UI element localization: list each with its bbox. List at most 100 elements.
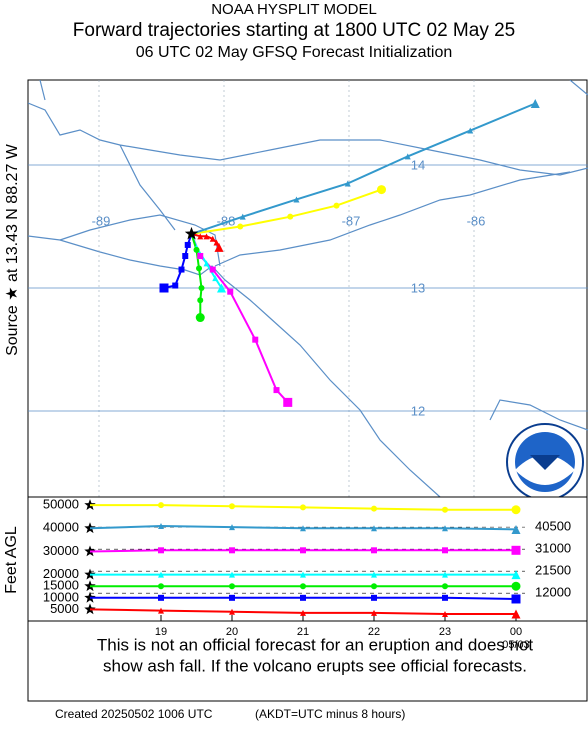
disclaimer-2: show ash fall. If the volcano erupts see…: [103, 656, 527, 675]
lat-label: 14: [411, 157, 425, 172]
altitude-point: [229, 608, 235, 615]
y-tick-label: 20000: [43, 566, 79, 581]
altitude-point: [442, 594, 448, 601]
altitude-point: [511, 505, 521, 515]
altitude-point: [371, 505, 377, 512]
altitude-point: [229, 594, 235, 601]
altitude-point: [300, 609, 306, 616]
altitude-point: [511, 609, 521, 619]
altitude-point: [300, 525, 306, 532]
altitude-point: [442, 583, 448, 590]
y2-tick-label: 40500: [535, 519, 571, 534]
trajectory-point: [467, 127, 474, 134]
y-tick-label: 5000: [50, 601, 79, 616]
created: Created 20250502 1006 UTC: [55, 707, 213, 721]
timezone-note: (AKDT=UTC minus 8 hours): [255, 707, 405, 721]
footer-frame: [27, 620, 588, 702]
lon-label: -89: [92, 213, 111, 228]
source-label: Source ★ at 13.43 N 88.27 W: [4, 143, 21, 356]
altitude-point: [300, 594, 306, 601]
source-star: [184, 226, 199, 240]
y-tick-label: 30000: [43, 543, 79, 558]
trajectory-point: [283, 397, 293, 407]
x-tick-label: 00: [510, 626, 522, 638]
altitude-point: [158, 583, 164, 590]
trajectory-point: [172, 282, 179, 289]
y-tick-label: 40000: [43, 520, 79, 535]
y-tick-label: 50000: [43, 497, 79, 512]
trajectory-point: [203, 260, 210, 267]
trajectory-point: [197, 297, 204, 304]
trajectory-point: [184, 241, 191, 248]
trajectory-point: [377, 185, 386, 195]
trajectory-point: [252, 336, 259, 343]
trajectory-point: [293, 196, 300, 203]
y-tick-label: 15000: [43, 578, 79, 593]
altitude-point: [300, 583, 306, 590]
disclaimer-1: This is not an official forecast for an …: [97, 635, 534, 654]
lon-label: -86: [467, 213, 486, 228]
trajectory-point: [404, 153, 411, 160]
y-axis-label: Feet AGL: [3, 526, 20, 594]
coastlines: [28, 80, 588, 497]
trajectory-point: [344, 180, 351, 187]
trajectory-point: [227, 288, 234, 295]
altitude-point: [300, 547, 306, 554]
altitude-point: [511, 581, 521, 591]
altitude-point: [229, 583, 235, 590]
trajectory-point: [203, 233, 210, 240]
lake-coast: [39, 80, 588, 431]
altitude-frame: [27, 496, 588, 622]
altitude-point: [158, 594, 164, 601]
altitude-point: [229, 547, 235, 554]
trajectory-point: [193, 246, 200, 253]
y-tick-label: 10000: [43, 589, 79, 604]
altitude-point: [300, 504, 306, 511]
run-title: Forward trajectories starting at 1800 UT…: [73, 20, 515, 41]
trajectory-point: [273, 387, 280, 394]
trajectory-point: [209, 235, 216, 242]
altitude-point: [371, 547, 377, 554]
x-tick-label: 21: [297, 626, 309, 638]
altitude-point: [511, 545, 521, 555]
trajectory-point: [197, 253, 204, 260]
trajectory-point: [217, 283, 226, 293]
trajectory-point: [178, 266, 185, 273]
altitude-point: [229, 524, 235, 531]
x-tick-label: 20: [226, 626, 238, 638]
lon-label: -87: [342, 213, 361, 228]
trajectory-point: [212, 275, 219, 282]
trajectory-point: [530, 99, 540, 108]
altitude-point: [511, 594, 521, 604]
trajectory-point: [239, 213, 246, 220]
x-tick-label: 22: [368, 626, 380, 638]
x-tick-label: 23: [439, 626, 451, 638]
altitude-point: [158, 571, 164, 578]
map-frame: [27, 79, 588, 498]
north-coast: [28, 102, 588, 176]
trajectory-point: [209, 266, 216, 273]
trajectory-point: [182, 253, 189, 260]
trajectory-point: [197, 233, 204, 240]
altitude-point: [371, 571, 377, 578]
altitude-point: [371, 583, 377, 590]
y2-tick-label: 21500: [535, 563, 571, 578]
y2-tick-label: 12000: [535, 585, 571, 600]
trajectory-point: [214, 242, 224, 252]
lat-label: 13: [411, 280, 425, 295]
altitude-point: [371, 594, 377, 601]
altitude-point: [442, 506, 448, 513]
altitude-point: [158, 502, 164, 509]
y2-tick-label: 31000: [535, 541, 571, 556]
altitude-point: [442, 525, 448, 532]
trajectory-point: [213, 239, 220, 246]
altitude-point: [158, 547, 164, 554]
x-tick-label: 19: [155, 626, 167, 638]
noaa-logo: [506, 423, 584, 497]
trajectory-point: [198, 285, 205, 291]
trajectory-point: [237, 223, 244, 230]
y-tick-star: [84, 603, 96, 615]
trajectory-point: [196, 265, 202, 272]
altitude-point: [158, 607, 164, 614]
